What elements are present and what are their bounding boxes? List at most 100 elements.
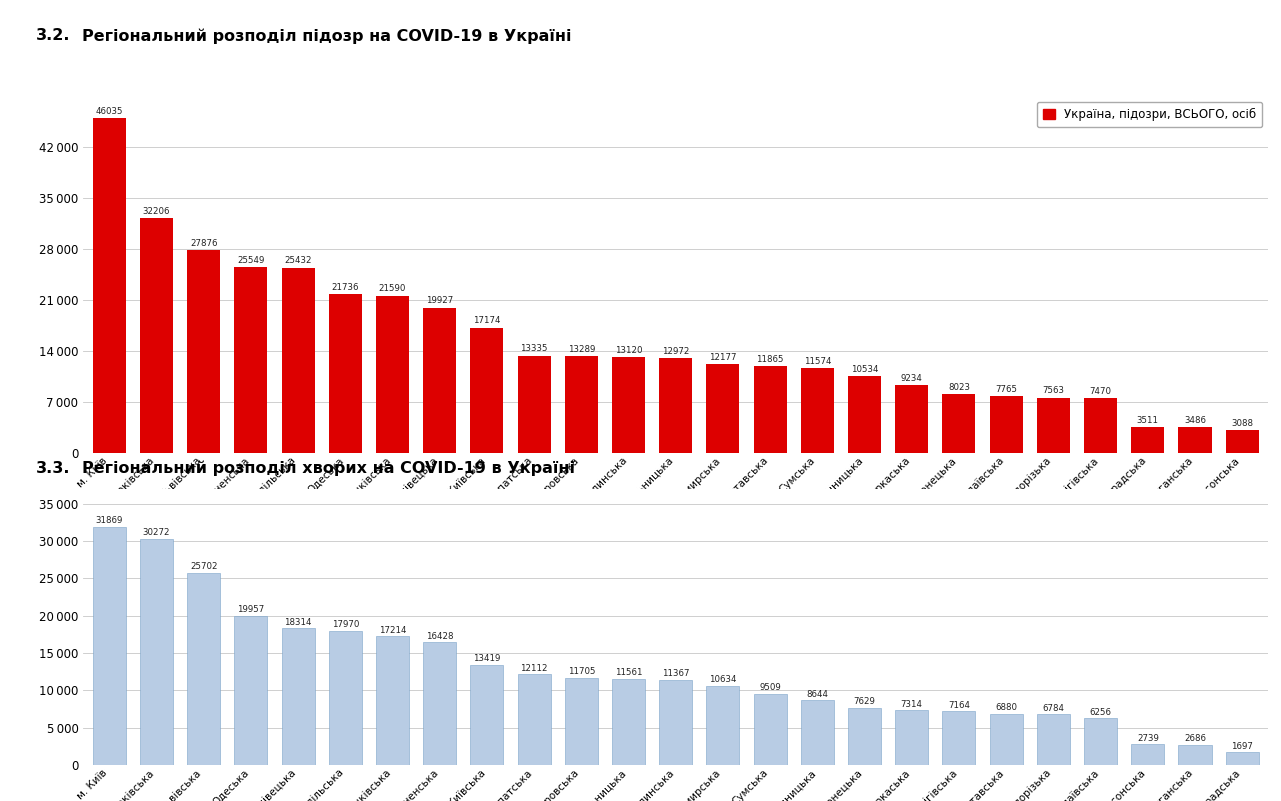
- Text: 11574: 11574: [803, 357, 831, 366]
- Bar: [848, 376, 881, 453]
- Bar: [990, 396, 1022, 453]
- Bar: [801, 700, 834, 765]
- Bar: [140, 219, 173, 453]
- Text: 7314: 7314: [901, 699, 922, 709]
- Bar: [423, 642, 456, 765]
- Bar: [612, 357, 646, 453]
- Text: 12112: 12112: [520, 664, 548, 673]
- Bar: [1084, 718, 1117, 765]
- Text: 13289: 13289: [567, 344, 594, 354]
- Text: 11865: 11865: [756, 355, 784, 364]
- Text: 3486: 3486: [1184, 416, 1205, 425]
- Bar: [943, 394, 976, 453]
- Text: 7765: 7765: [995, 385, 1017, 394]
- Text: 13419: 13419: [473, 654, 501, 663]
- Bar: [375, 636, 409, 765]
- Text: 11705: 11705: [567, 667, 596, 676]
- Bar: [234, 616, 268, 765]
- Bar: [1179, 745, 1212, 765]
- Text: 16428: 16428: [427, 632, 453, 641]
- Text: 3.3.: 3.3.: [36, 461, 70, 476]
- Bar: [943, 711, 976, 765]
- Text: 7629: 7629: [853, 698, 875, 706]
- Text: 25432: 25432: [284, 256, 311, 265]
- Bar: [187, 250, 220, 453]
- Bar: [990, 714, 1022, 765]
- Bar: [612, 678, 646, 765]
- Text: 25549: 25549: [237, 256, 265, 264]
- Text: 12177: 12177: [710, 353, 737, 362]
- Text: 11561: 11561: [615, 668, 642, 677]
- Legend: Україна, підозри, ВСЬОГО, осіб: Україна, підозри, ВСЬОГО, осіб: [1038, 102, 1262, 127]
- Bar: [706, 364, 739, 453]
- Text: 27876: 27876: [190, 239, 218, 248]
- Text: 3088: 3088: [1231, 419, 1253, 428]
- Text: 3511: 3511: [1136, 416, 1159, 425]
- Bar: [660, 358, 692, 453]
- Text: 9234: 9234: [901, 374, 922, 383]
- Text: 3.2.: 3.2.: [36, 28, 70, 43]
- Text: 21736: 21736: [332, 284, 359, 292]
- Text: 8644: 8644: [806, 690, 829, 698]
- Bar: [1226, 430, 1259, 453]
- Text: 25702: 25702: [190, 562, 218, 571]
- Text: Регіональний розподіл хворих на COVID-19 в Україні: Регіональний розподіл хворих на COVID-19…: [82, 461, 575, 476]
- Text: 6880: 6880: [995, 703, 1017, 712]
- Bar: [753, 366, 787, 453]
- Bar: [801, 368, 834, 453]
- Text: 7563: 7563: [1043, 386, 1065, 396]
- Bar: [848, 708, 881, 765]
- Bar: [518, 674, 551, 765]
- Bar: [375, 296, 409, 453]
- Text: 8023: 8023: [948, 383, 970, 392]
- Bar: [282, 628, 315, 765]
- Bar: [282, 268, 315, 453]
- Text: 21590: 21590: [379, 284, 406, 293]
- Text: 1697: 1697: [1231, 742, 1253, 751]
- Bar: [1084, 398, 1117, 453]
- Bar: [1036, 397, 1070, 453]
- Text: 32206: 32206: [142, 207, 170, 216]
- Bar: [470, 665, 503, 765]
- Bar: [140, 539, 173, 765]
- Bar: [753, 694, 787, 765]
- Text: 30272: 30272: [142, 528, 170, 537]
- Text: 46035: 46035: [96, 107, 123, 115]
- Bar: [470, 328, 503, 453]
- Text: 7164: 7164: [948, 701, 970, 710]
- Text: 13335: 13335: [520, 344, 548, 353]
- Text: 17970: 17970: [332, 620, 359, 629]
- Bar: [1226, 752, 1259, 765]
- Bar: [329, 630, 361, 765]
- Text: Регіональний розподіл підозр на COVID-19 в Україні: Регіональний розподіл підозр на COVID-19…: [82, 28, 571, 43]
- Bar: [565, 678, 598, 765]
- Bar: [518, 356, 551, 453]
- Bar: [187, 573, 220, 765]
- Text: 12972: 12972: [662, 347, 689, 356]
- Bar: [92, 118, 126, 453]
- Bar: [234, 267, 268, 453]
- Text: 13120: 13120: [615, 346, 642, 355]
- Text: 2686: 2686: [1184, 735, 1205, 743]
- Text: 6784: 6784: [1043, 703, 1065, 713]
- Bar: [706, 686, 739, 765]
- Bar: [660, 680, 692, 765]
- Text: 31869: 31869: [96, 517, 123, 525]
- Bar: [1036, 714, 1070, 765]
- Text: 9509: 9509: [760, 683, 781, 692]
- Bar: [423, 308, 456, 453]
- Text: 19927: 19927: [427, 296, 453, 305]
- Text: 17214: 17214: [379, 626, 406, 634]
- Bar: [1131, 744, 1164, 765]
- Text: 18314: 18314: [284, 618, 311, 626]
- Text: 17174: 17174: [473, 316, 501, 325]
- Text: 11367: 11367: [662, 670, 689, 678]
- Bar: [1179, 427, 1212, 453]
- Bar: [895, 385, 929, 453]
- Text: 6256: 6256: [1090, 707, 1112, 717]
- Text: 2739: 2739: [1136, 734, 1159, 743]
- Bar: [895, 710, 929, 765]
- Text: 19957: 19957: [237, 606, 264, 614]
- Bar: [565, 356, 598, 453]
- Text: 10634: 10634: [710, 675, 737, 684]
